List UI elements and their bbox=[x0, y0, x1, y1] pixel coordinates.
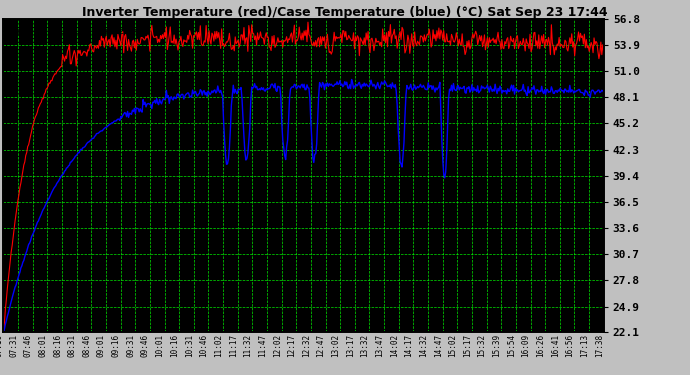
Text: 12:47: 12:47 bbox=[317, 334, 326, 357]
Text: Inverter Temperature (red)/Case Temperature (blue) (°C) Sat Sep 23 17:44: Inverter Temperature (red)/Case Temperat… bbox=[82, 6, 608, 19]
Text: 10:46: 10:46 bbox=[199, 334, 208, 357]
Text: 15:54: 15:54 bbox=[507, 334, 516, 357]
Text: 10:01: 10:01 bbox=[155, 334, 164, 357]
Text: 14:47: 14:47 bbox=[434, 334, 443, 357]
Text: 15:39: 15:39 bbox=[492, 334, 501, 357]
Text: 09:46: 09:46 bbox=[141, 334, 150, 357]
Text: 10:16: 10:16 bbox=[170, 334, 179, 357]
Text: 12:32: 12:32 bbox=[302, 334, 311, 357]
Text: 16:56: 16:56 bbox=[566, 334, 575, 357]
Text: 16:41: 16:41 bbox=[551, 334, 560, 357]
Text: 08:46: 08:46 bbox=[82, 334, 91, 357]
Text: 11:32: 11:32 bbox=[244, 334, 253, 357]
Text: Copyright 2006 Cartronics.com: Copyright 2006 Cartronics.com bbox=[6, 27, 137, 36]
Text: 17:38: 17:38 bbox=[595, 334, 604, 357]
Text: 11:17: 11:17 bbox=[228, 334, 238, 357]
Text: 07:16: 07:16 bbox=[0, 334, 3, 357]
Text: 15:32: 15:32 bbox=[477, 334, 486, 357]
Text: 14:17: 14:17 bbox=[404, 334, 413, 357]
Text: 07:31: 07:31 bbox=[9, 334, 18, 357]
Text: 15:17: 15:17 bbox=[463, 334, 472, 357]
Text: 13:02: 13:02 bbox=[331, 334, 340, 357]
Text: 13:17: 13:17 bbox=[346, 334, 355, 357]
Text: 16:26: 16:26 bbox=[536, 334, 545, 357]
Text: 11:02: 11:02 bbox=[214, 334, 223, 357]
Text: 12:17: 12:17 bbox=[287, 334, 296, 357]
Text: 11:47: 11:47 bbox=[258, 334, 267, 357]
Text: 10:31: 10:31 bbox=[185, 334, 194, 357]
Text: 12:02: 12:02 bbox=[273, 334, 282, 357]
Text: 14:02: 14:02 bbox=[390, 334, 399, 357]
Text: 08:01: 08:01 bbox=[39, 334, 48, 357]
Text: 09:16: 09:16 bbox=[112, 334, 121, 357]
Text: 15:02: 15:02 bbox=[448, 334, 457, 357]
Text: 16:09: 16:09 bbox=[522, 334, 531, 357]
Text: 07:46: 07:46 bbox=[23, 334, 32, 357]
Text: 13:32: 13:32 bbox=[360, 334, 369, 357]
Text: 08:16: 08:16 bbox=[53, 334, 62, 357]
Text: 09:01: 09:01 bbox=[97, 334, 106, 357]
Text: 14:32: 14:32 bbox=[419, 334, 428, 357]
Text: 09:31: 09:31 bbox=[126, 334, 135, 357]
Text: 17:13: 17:13 bbox=[580, 334, 589, 357]
Text: 13:47: 13:47 bbox=[375, 334, 384, 357]
Text: 08:31: 08:31 bbox=[68, 334, 77, 357]
